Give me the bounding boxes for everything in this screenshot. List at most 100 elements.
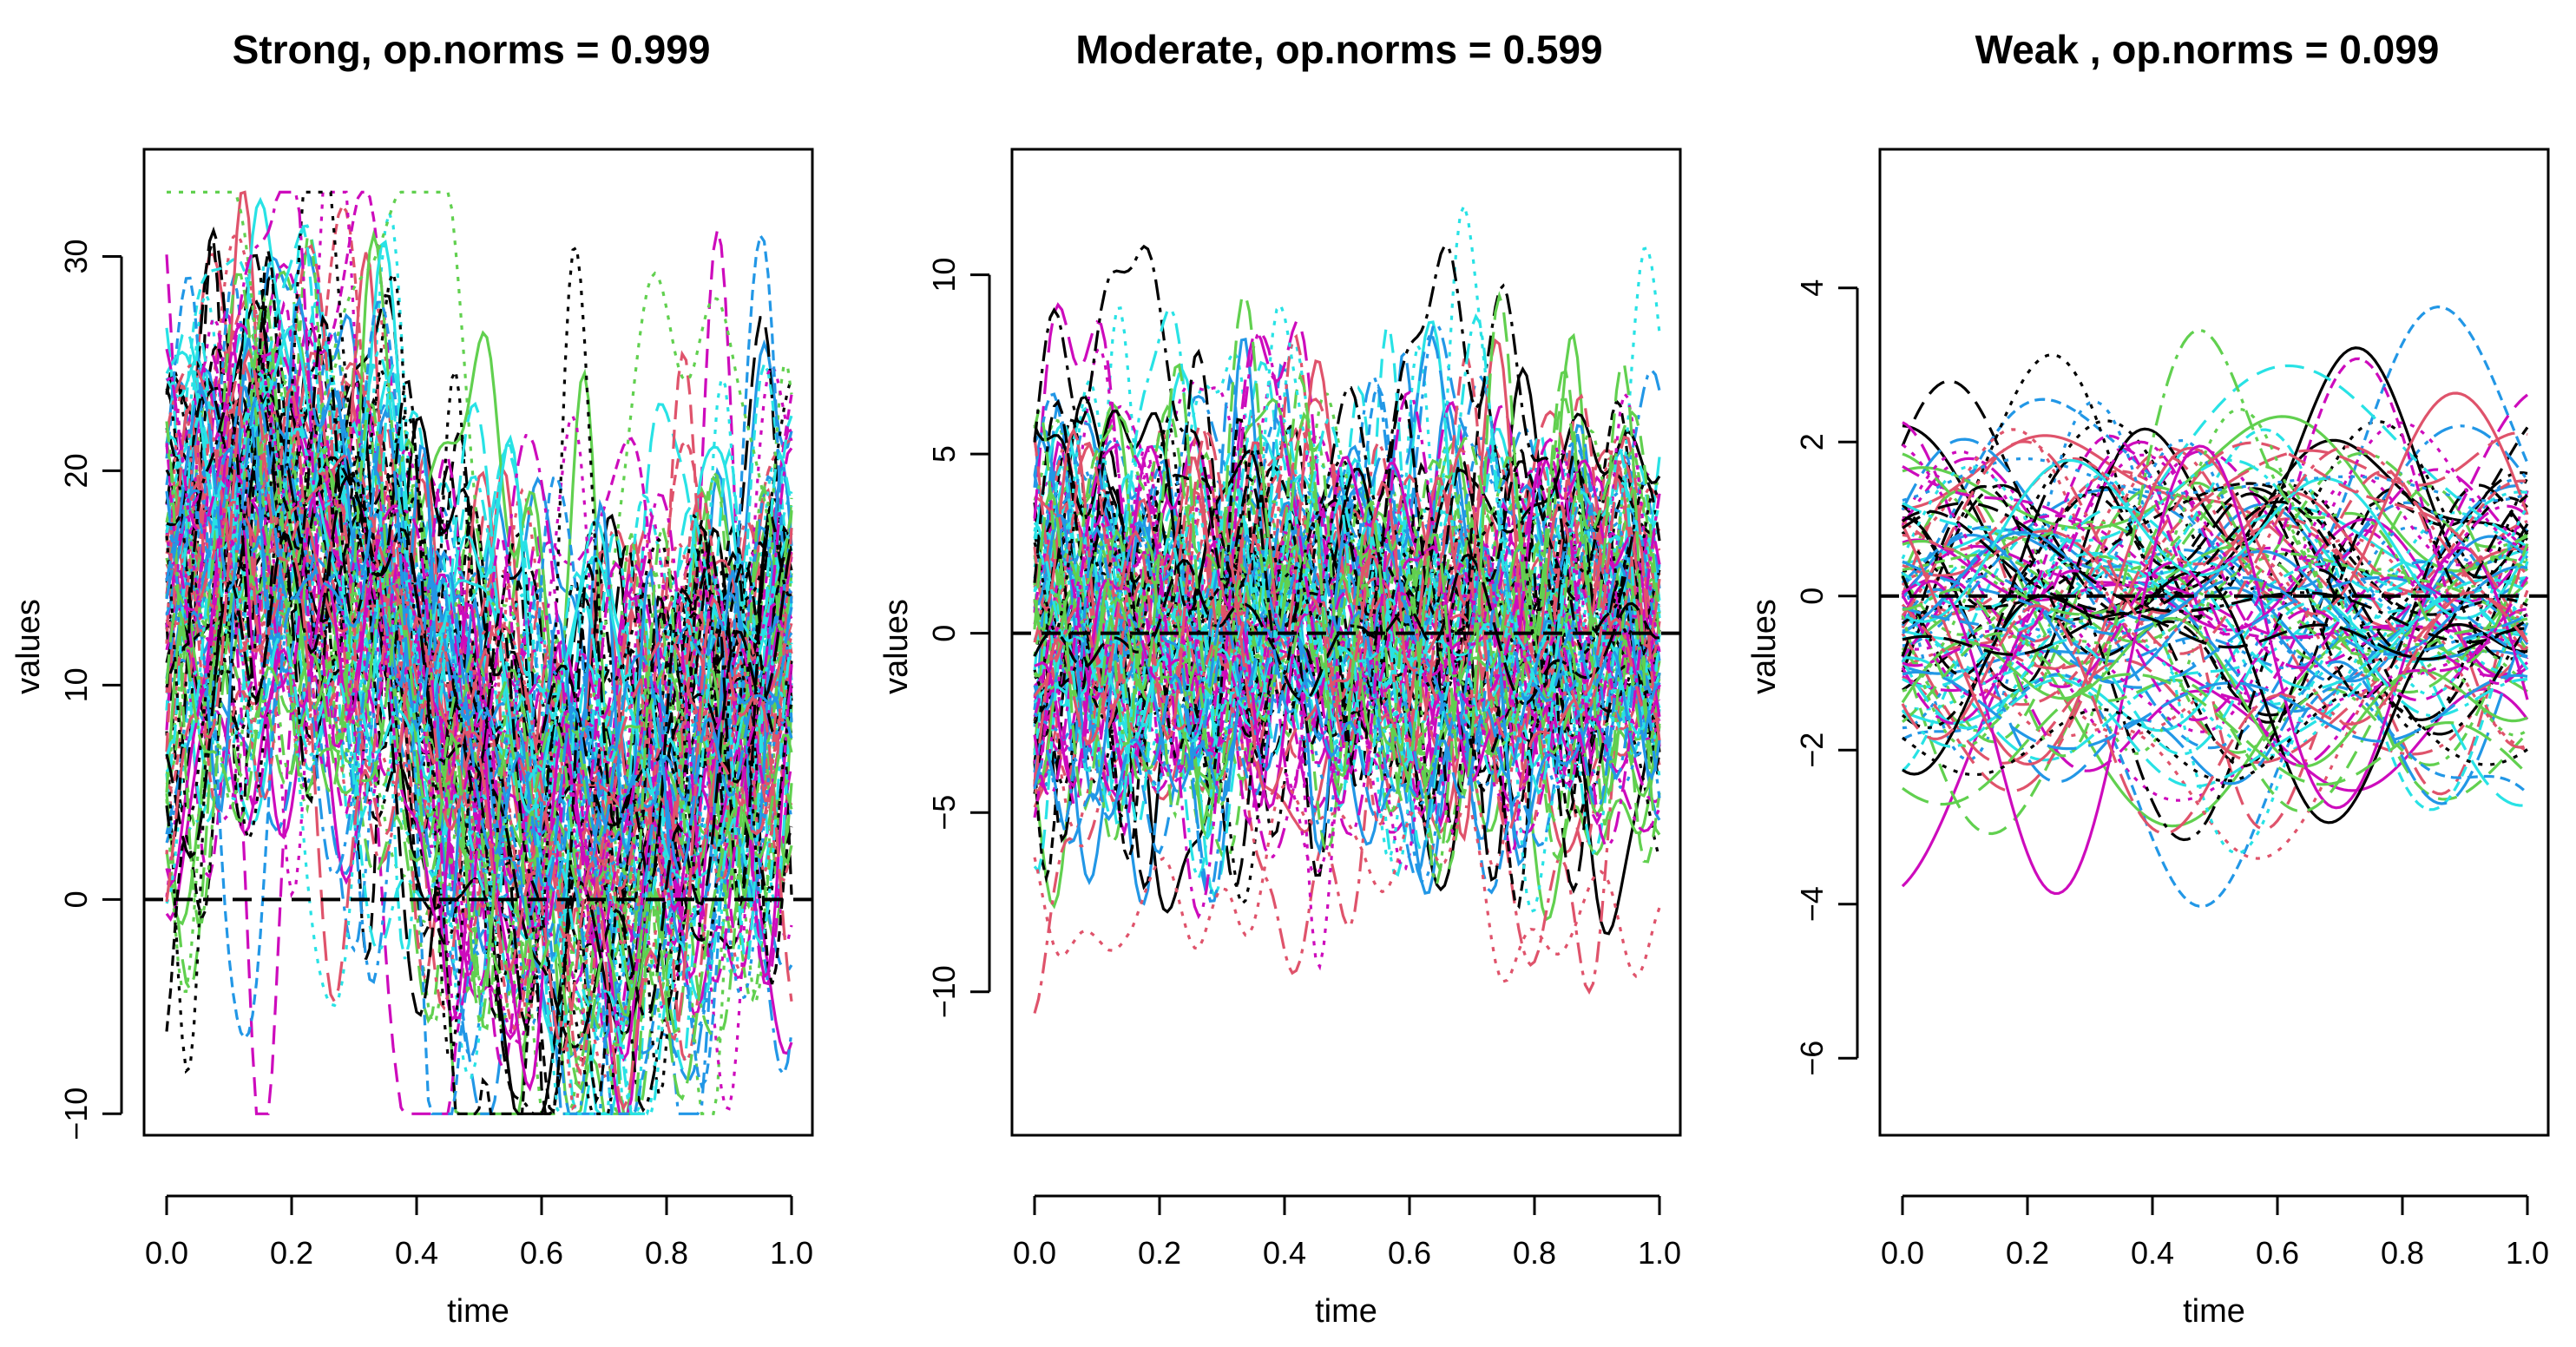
series-curve [1902,457,2528,503]
series-curve [1902,431,2528,793]
x-tick-label: 1.0 [1638,1235,1681,1271]
series-curve [1902,617,2528,813]
x-axis: 0.0 0.2 0.4 0.6 0.8 1.0 [1881,1194,2549,1271]
x-tick-label: 0.0 [1013,1235,1056,1271]
x-tick-label: 0.4 [1263,1235,1306,1271]
series-curve [1033,307,1661,768]
series-curve [1902,446,2529,756]
y-tick-label: −10 [58,1087,94,1140]
series-curve [165,232,793,1115]
series-curve [1901,487,2529,619]
series-curve [165,313,792,1012]
plot-frame [142,148,814,1137]
series-curve [165,257,793,1042]
y-tick-label: 2 [1794,433,1830,450]
x-tick-label: 0.0 [1881,1235,1924,1271]
series-curve [165,270,793,1115]
series-curve [165,190,793,1020]
x-tick-label: 0.8 [1513,1235,1556,1271]
x-axis: 0.0 0.2 0.4 0.6 0.8 1.0 [1013,1194,1681,1271]
y-tick-label: −2 [1794,733,1830,768]
series-curve [1033,358,1661,703]
series-curve [1033,553,1660,706]
series-curve [1902,570,2528,825]
series-curve [1033,624,1661,835]
series-curve [165,332,793,890]
series-curve [1901,555,2529,767]
series-curve [1033,201,1661,914]
series-curve [165,468,793,998]
series-curve [1033,577,1660,749]
series-curve [1033,392,1660,617]
x-tick-label: 0.6 [520,1235,563,1271]
series-curve [1902,575,2528,689]
series-curve [165,268,793,1115]
series-curve [165,603,793,1101]
series-curve [1902,353,2529,733]
series-curve [1901,450,2528,733]
series-curve [1901,605,2529,888]
series-curve [165,364,793,955]
series-curve [1901,601,2528,756]
panel-weak: Weak , op.norms = 0.099 time values 0.0 0… [1746,27,2550,1330]
series-curve [1901,573,2528,765]
y-axis: −10 0 10 20 30 [58,239,123,1140]
y-axis: −10 −5 0 5 10 [926,258,991,1018]
series-curve [165,332,793,1055]
x-tick-label: 0.8 [645,1235,688,1271]
x-tick-label: 0.4 [2131,1235,2174,1271]
series-curve [1901,596,2529,788]
series-curve [165,514,793,1029]
series-curve [1902,560,2528,656]
series-curve [165,472,793,957]
x-tick-label: 0.2 [2006,1235,2049,1271]
series-curve [1902,670,2528,751]
series-curve [1033,428,1661,835]
series-curve [1902,328,2529,758]
series-curve [1902,434,2528,652]
series-curve [166,226,793,908]
y-tick-label: −5 [926,795,962,831]
y-tick-label: −6 [1794,1041,1830,1076]
series-curve [1033,458,1661,762]
series-curve [165,190,793,735]
series-curve [1901,568,2529,842]
x-tick-label: 1.0 [2506,1235,2549,1271]
series-curve [1902,472,2529,855]
series-curve [1901,449,2528,567]
series-curve [165,470,793,1115]
series-curve [1902,552,2528,644]
series-curve [1901,588,2529,805]
x-axis-label: time [2183,1293,2245,1330]
series-curve [1902,502,2528,644]
curves-group [1033,201,1661,1014]
series-curve [1901,488,2529,831]
series-curve [165,480,793,1111]
series-curve [165,348,793,1112]
series-curve [165,384,793,1047]
curves-group [1901,305,2529,908]
panel-moderate: Moderate, op.norms = 0.599 time values 0… [878,27,1682,1330]
series-curve [1902,458,2529,623]
x-tick-label: 0.2 [1138,1235,1181,1271]
series-curve [1901,407,2528,748]
plot-frame [1878,148,2550,1137]
y-tick-label: 4 [1794,279,1830,297]
series-curve [165,458,793,1115]
series-curve [1902,421,2528,592]
series-curve [1902,393,2529,601]
x-tick-label: 0.6 [2256,1235,2299,1271]
series-curve [1902,673,2529,908]
series-curve [1901,465,2528,723]
series-curve [1902,482,2528,625]
y-tick-label: 0 [58,890,94,908]
x-tick-label: 0.8 [2381,1235,2424,1271]
y-axis-label: values [1746,599,1783,694]
series-curve [1902,494,2528,658]
series-curve [1902,614,2528,802]
panel-title: Moderate, op.norms = 0.599 [1075,27,1602,72]
x-tick-label: 0.6 [1388,1235,1431,1271]
series-curve [165,325,792,881]
curves-group [165,190,793,1115]
